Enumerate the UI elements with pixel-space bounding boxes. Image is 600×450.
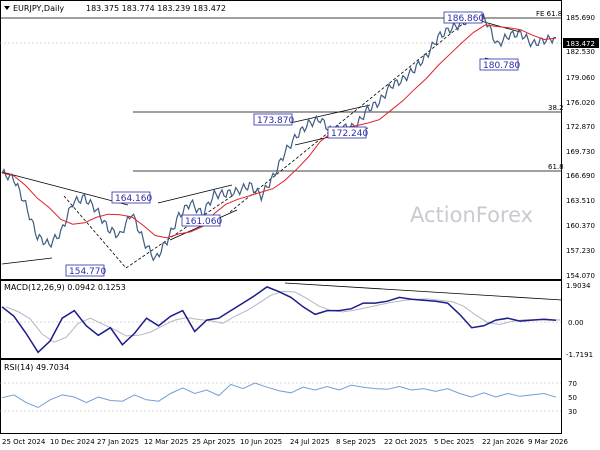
price-axis: 185.690 182.530 179.060 176.020 172.870 … [563,14,599,280]
svg-text:160.370: 160.370 [566,222,595,230]
rsi-label: RSI(14) 49.7034 [4,363,69,372]
svg-text:173.870: 173.870 [257,116,294,126]
header: EURJPY,Daily 183.375 183.774 183.239 183… [4,4,226,13]
annotation-186860: 186.860 [443,11,484,24]
svg-text:154.070: 154.070 [566,272,595,280]
annotation-161060: 161.060 [181,214,222,227]
svg-text:182.530: 182.530 [566,48,595,56]
svg-text:50: 50 [568,394,577,402]
collapse-triangle-icon[interactable] [4,6,10,10]
price-panel-frame [0,0,562,280]
rsi-line [1,382,557,409]
svg-text:12 Mar 2025: 12 Mar 2025 [144,438,188,446]
svg-text:176.020: 176.020 [566,99,595,107]
macd-label: MACD(12,26,9) 0.0942 0.1253 [4,283,126,292]
svg-text:30: 30 [568,408,577,416]
macd-axis: 1.9034 0.00 -1.7191 [566,282,593,359]
svg-text:180.780: 180.780 [483,61,520,71]
macd-signal-line [5,290,561,343]
fib-label-fe618: FE 61.8 [536,10,562,18]
svg-text:-1.7191: -1.7191 [566,351,593,359]
svg-text:157.230: 157.230 [566,247,595,255]
price-line [1,10,557,262]
svg-text:154.770: 154.770 [69,267,106,277]
annotation-154770: 154.770 [65,264,106,277]
svg-text:24 Jul 2025: 24 Jul 2025 [290,438,330,446]
svg-text:164.160: 164.160 [115,194,152,204]
fib-label-618: 61.8 [548,163,564,171]
annotation-173870: 173.870 [253,113,294,126]
current-price-label: 183.472 [566,40,595,48]
svg-text:166.690: 166.690 [566,172,595,180]
svg-text:0.00: 0.00 [568,319,584,327]
rsi-panel-frame [0,359,562,434]
x-axis: 25 Oct 2024 10 Dec 2024 27 Jan 2025 12 M… [2,438,568,446]
svg-text:22 Jan 2026: 22 Jan 2026 [482,438,525,446]
ohlc-label: 183.375 183.774 183.239 183.472 [86,4,226,13]
svg-text:1.9034: 1.9034 [566,282,591,290]
svg-text:5 Dec 2025: 5 Dec 2025 [434,438,474,446]
macd-line [1,286,557,354]
rsi-axis: 70 50 30 [568,380,577,416]
svg-text:163.510: 163.510 [566,197,595,205]
svg-text:10 Jun 2025: 10 Jun 2025 [240,438,282,446]
svg-text:70: 70 [568,380,577,388]
svg-text:185.690: 185.690 [566,14,595,22]
svg-text:172.240: 172.240 [331,129,368,139]
svg-text:22 Oct 2025: 22 Oct 2025 [384,438,427,446]
svg-text:27 Jan 2025: 27 Jan 2025 [97,438,139,446]
svg-text:9 Mar 2026: 9 Mar 2026 [528,438,568,446]
symbol-label: EURJPY,Daily [13,4,64,13]
annotation-180780: 180.780 [479,58,520,71]
svg-text:8 Sep 2025: 8 Sep 2025 [336,438,376,446]
svg-text:10 Dec 2024: 10 Dec 2024 [50,438,95,446]
watermark: ActionForex [410,203,533,227]
moving-average-line [1,24,557,239]
svg-text:186.860: 186.860 [447,14,484,24]
svg-text:25 Oct 2024: 25 Oct 2024 [2,438,46,446]
fib-label-382: 38.2 [548,104,564,112]
annotation-164160: 164.160 [111,191,152,204]
svg-text:172.870: 172.870 [566,123,595,131]
svg-text:179.060: 179.060 [566,74,595,82]
svg-text:169.730: 169.730 [566,148,595,156]
svg-text:25 Apr 2025: 25 Apr 2025 [192,438,235,446]
svg-text:161.060: 161.060 [185,217,222,227]
current-price-badge [563,38,599,48]
annotation-172240: 172.240 [327,126,368,139]
